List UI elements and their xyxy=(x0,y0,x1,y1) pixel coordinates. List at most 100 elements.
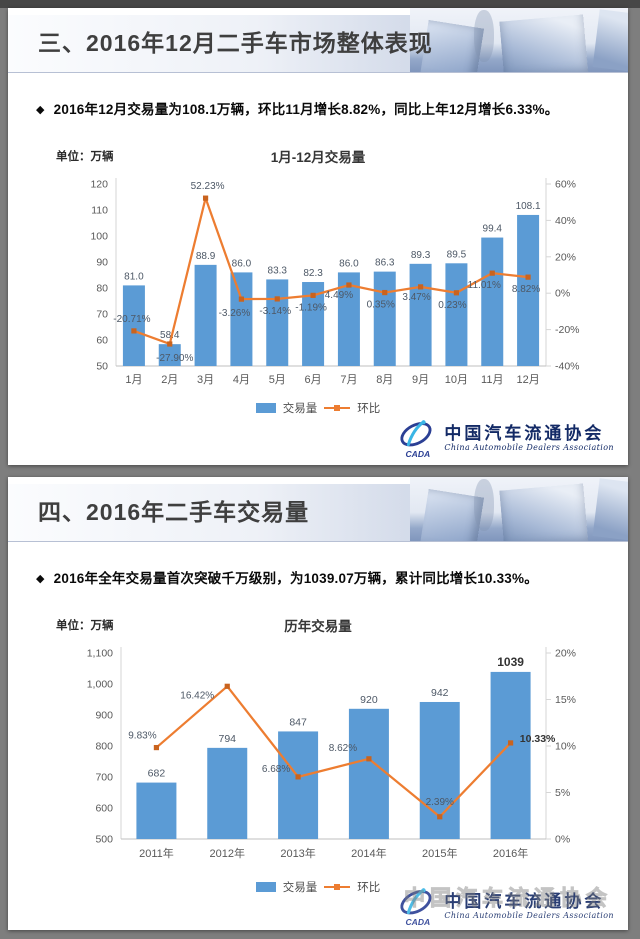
svg-text:900: 900 xyxy=(95,710,113,722)
legend-line-label: 环比 xyxy=(357,882,381,894)
svg-text:80: 80 xyxy=(96,283,108,295)
svg-text:1月: 1月 xyxy=(125,374,142,386)
svg-text:10%: 10% xyxy=(555,741,576,753)
chart-legend: 交易量 环比 xyxy=(8,879,628,895)
cada-logo-mark: CADA xyxy=(400,420,432,459)
cada-logo: CADA 中国汽车流通协会 China Automobile Dealers A… xyxy=(392,419,614,459)
svg-text:10.33%: 10.33% xyxy=(520,733,556,745)
svg-text:4月: 4月 xyxy=(233,374,250,386)
svg-text:89.3: 89.3 xyxy=(411,250,431,261)
svg-text:82.3: 82.3 xyxy=(303,268,323,279)
svg-text:2012年: 2012年 xyxy=(210,846,245,860)
svg-text:86.0: 86.0 xyxy=(339,258,359,269)
cada-logo-text: CADA xyxy=(406,449,431,459)
svg-text:9.83%: 9.83% xyxy=(128,731,156,742)
svg-text:1,100: 1,100 xyxy=(87,648,113,660)
svg-text:2015年: 2015年 xyxy=(422,846,457,860)
legend-line-label: 环比 xyxy=(357,403,381,415)
svg-text:2016年: 2016年 xyxy=(493,846,528,860)
logo-english-name: China Automobile Dealers Association xyxy=(444,910,614,920)
summary-bullet: ◆ 2016年全年交易量首次突破千万级别，为1039.07万辆，累计同比增长10.… xyxy=(36,567,610,587)
logo-text: 中国汽车流通协会 China Automobile Dealers Associ… xyxy=(444,893,614,920)
summary-bullet-text: 2016年全年交易量首次突破千万级别，为1039.07万辆，累计同比增长10.3… xyxy=(53,571,538,586)
svg-text:120: 120 xyxy=(90,179,108,191)
svg-text:20%: 20% xyxy=(555,251,576,263)
svg-text:86.0: 86.0 xyxy=(232,258,252,269)
bullet-diamond-icon: ◆ xyxy=(36,104,45,116)
svg-text:50: 50 xyxy=(96,361,108,373)
logo-chinese-name: 中国汽车流通协会 xyxy=(444,424,605,445)
svg-text:2014年: 2014年 xyxy=(351,846,386,860)
legend-bar-label: 交易量 xyxy=(282,403,318,415)
panel-title: 四、2016年二手车交易量 xyxy=(38,499,310,525)
svg-text:99.4: 99.4 xyxy=(483,224,503,235)
cada-logo: CADA 中国汽车流通协会 China Automobile Dealers A… xyxy=(392,887,614,927)
svg-text:110: 110 xyxy=(91,205,108,217)
svg-text:794: 794 xyxy=(218,733,236,745)
svg-text:-3.14%: -3.14% xyxy=(259,306,291,317)
chart-wrap: 50 60 70 80 90 100 110 120 -40% -20% 0% 20% 40% 60% 81… xyxy=(26,170,628,400)
logo-text: 中国汽车流通协会 China Automobile Dealers Associ… xyxy=(444,425,614,452)
svg-text:5月: 5月 xyxy=(269,374,286,386)
svg-text:0%: 0% xyxy=(555,288,570,300)
panel-header: 四、2016年二手车交易量 xyxy=(8,477,628,542)
svg-text:52.23%: 52.23% xyxy=(191,181,225,192)
svg-text:81.0: 81.0 xyxy=(124,271,144,282)
svg-text:15%: 15% xyxy=(555,694,576,706)
svg-text:6月: 6月 xyxy=(305,374,322,386)
svg-text:100: 100 xyxy=(90,231,108,243)
svg-text:7月: 7月 xyxy=(340,374,357,386)
svg-text:40%: 40% xyxy=(555,215,576,227)
svg-text:-27.90%: -27.90% xyxy=(156,353,193,364)
svg-text:942: 942 xyxy=(431,687,449,699)
svg-text:11.01%: 11.01% xyxy=(468,280,501,291)
legend-line-swatch xyxy=(324,884,351,890)
svg-text:60: 60 xyxy=(96,335,108,347)
svg-text:2011年: 2011年 xyxy=(139,846,174,860)
page-top-border xyxy=(0,0,640,8)
svg-text:3.47%: 3.47% xyxy=(402,292,430,303)
summary-bullet: ◆ 2016年12月交易量为108.1万辆，环比11月增长8.82%，同比上年12… xyxy=(36,98,610,118)
svg-text:2013年: 2013年 xyxy=(280,846,315,860)
svg-text:20%: 20% xyxy=(555,648,576,660)
svg-text:86.3: 86.3 xyxy=(375,258,395,269)
svg-text:6.68%: 6.68% xyxy=(262,764,290,775)
cube-shape xyxy=(592,478,628,541)
svg-text:847: 847 xyxy=(289,716,307,728)
chart-title-row: 单位：万辆 历年交易量 xyxy=(8,615,628,635)
svg-text:1,000: 1,000 xyxy=(87,679,113,691)
svg-text:2月: 2月 xyxy=(161,374,178,386)
svg-text:-1.19%: -1.19% xyxy=(295,302,327,313)
chart-wrap: 500 600 700 800 900 1,000 1,100 0% 5% 10% 15% 20% 68… xyxy=(26,639,628,879)
panel-annual-volume: 四、2016年二手车交易量 ◆ 2016年全年交易量首次突破千万级别，为1039.… xyxy=(8,477,628,930)
panel-title: 三、2016年12月二手车市场整体表现 xyxy=(38,30,433,56)
svg-text:8.82%: 8.82% xyxy=(512,284,540,295)
svg-text:-3.26%: -3.26% xyxy=(219,308,251,319)
logo-english-name: China Automobile Dealers Association xyxy=(444,442,614,452)
svg-text:83.3: 83.3 xyxy=(268,265,288,276)
svg-text:60%: 60% xyxy=(555,179,576,191)
svg-text:2.39%: 2.39% xyxy=(426,797,454,808)
legend-bar-swatch xyxy=(255,882,276,892)
cada-logo-mark: CADA xyxy=(400,888,432,927)
svg-text:108.1: 108.1 xyxy=(516,201,541,212)
svg-text:8.62%: 8.62% xyxy=(329,743,357,754)
unit-label: 单位：万辆 xyxy=(56,151,114,163)
svg-text:16.42%: 16.42% xyxy=(180,690,214,701)
chart-title-row: 单位：万辆 1月-12月交易量 xyxy=(8,146,628,166)
cube-shape xyxy=(592,9,628,72)
legend-bar-label: 交易量 xyxy=(282,882,318,894)
cube-shape xyxy=(499,483,589,541)
svg-text:682: 682 xyxy=(148,768,166,780)
silhouette-shape xyxy=(474,479,494,531)
svg-text:600: 600 xyxy=(95,803,113,815)
svg-text:10月: 10月 xyxy=(445,374,468,386)
monthly-volume-chart: 50 60 70 80 90 100 110 120 -40% -20% 0% 20% 40% 60% 81… xyxy=(90,178,580,386)
svg-text:-20%: -20% xyxy=(555,324,580,336)
svg-text:3月: 3月 xyxy=(197,374,214,386)
chart-title: 1月-12月交易量 xyxy=(270,150,366,165)
svg-text:0.23%: 0.23% xyxy=(438,300,466,311)
svg-text:12月: 12月 xyxy=(516,374,539,386)
cube-shape xyxy=(499,14,589,72)
summary-bullet-text: 2016年12月交易量为108.1万辆，环比11月增长8.82%，同比上年12月… xyxy=(53,102,559,117)
